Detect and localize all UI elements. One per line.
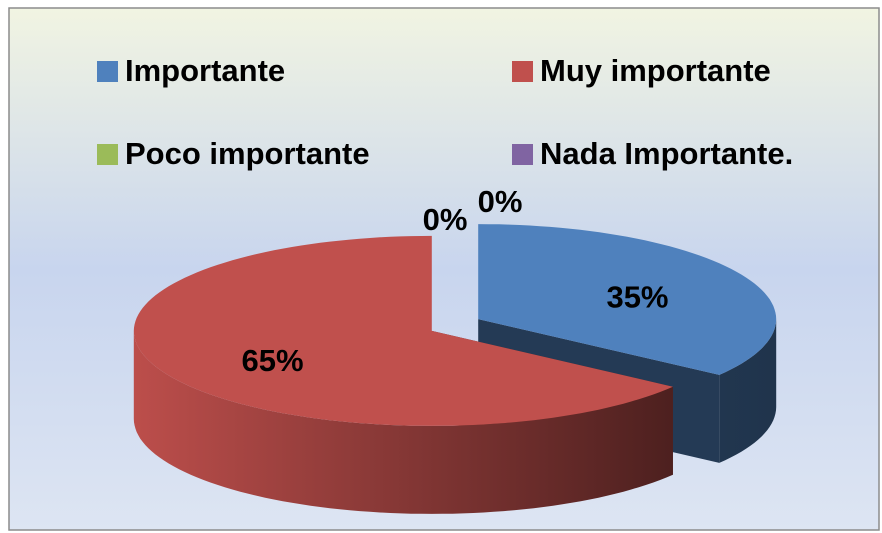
pie-outer-walls xyxy=(133,319,777,514)
legend-swatch xyxy=(97,61,118,82)
legend-swatch xyxy=(97,144,118,165)
pie-tops xyxy=(133,224,777,426)
pie-slice xyxy=(478,224,777,375)
data-label: 0% xyxy=(478,184,523,219)
legend-label: Poco importante xyxy=(125,136,370,171)
legend-label: Muy importante xyxy=(540,53,771,88)
pie-slice xyxy=(133,235,673,426)
legend-label: Nada Importante. xyxy=(540,136,793,171)
legend-swatch xyxy=(512,61,533,82)
data-label: 65% xyxy=(241,343,303,378)
pie-outer-wall xyxy=(719,319,777,463)
data-label: 0% xyxy=(423,202,468,237)
legend-label: Importante xyxy=(125,53,285,88)
data-label: 35% xyxy=(606,279,668,314)
pie-outer-wall xyxy=(133,330,673,514)
legend-swatch xyxy=(512,144,533,165)
